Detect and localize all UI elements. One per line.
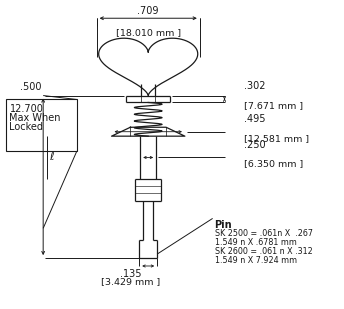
Text: Pin: Pin	[215, 220, 232, 231]
Text: ℓ: ℓ	[49, 152, 53, 163]
Text: .135: .135	[120, 269, 141, 279]
Text: SK 2600 = .061 n X .312: SK 2600 = .061 n X .312	[215, 247, 312, 256]
Text: .495: .495	[244, 114, 266, 124]
Text: 1.549 n X .6781 mm: 1.549 n X .6781 mm	[215, 238, 297, 247]
Text: [3.429 mm ]: [3.429 mm ]	[101, 277, 160, 286]
Text: [12.581 mm ]: [12.581 mm ]	[244, 134, 310, 143]
Text: [7.671 mm ]: [7.671 mm ]	[244, 101, 303, 110]
Text: .302: .302	[244, 81, 266, 91]
Text: [18.010 mm ]: [18.010 mm ]	[116, 28, 181, 37]
Text: .709: .709	[138, 6, 159, 16]
Text: 12.700: 12.700	[10, 104, 43, 114]
FancyBboxPatch shape	[6, 99, 77, 151]
Text: Locked: Locked	[10, 122, 43, 132]
Text: [6.350 mm ]: [6.350 mm ]	[244, 159, 304, 168]
Text: .500: .500	[20, 82, 41, 91]
Text: .250: .250	[244, 140, 266, 150]
Text: Max When: Max When	[10, 113, 61, 123]
Text: SK 2500 = .061n X  .267: SK 2500 = .061n X .267	[215, 229, 313, 238]
Text: 1.549 n X 7.924 mm: 1.549 n X 7.924 mm	[215, 256, 297, 265]
